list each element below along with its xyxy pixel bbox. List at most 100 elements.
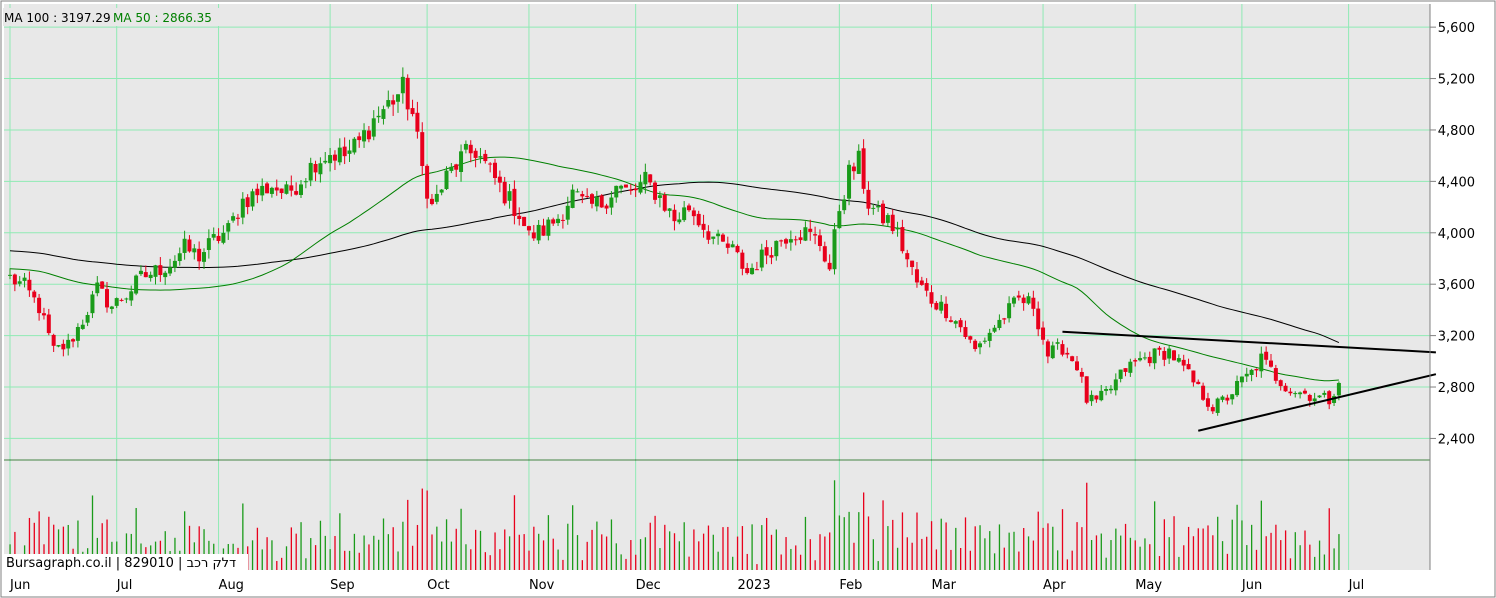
volume-bar xyxy=(1168,537,1170,570)
candle-body xyxy=(1118,369,1123,379)
candle-body xyxy=(75,326,80,341)
volume-bar xyxy=(382,518,385,570)
volume-bar xyxy=(1129,537,1132,570)
candle-body xyxy=(764,247,769,256)
volume-bar xyxy=(499,549,501,570)
volume-bar xyxy=(1120,535,1122,570)
candle-body xyxy=(381,109,386,119)
candle-body xyxy=(580,194,585,197)
candle-body xyxy=(1322,392,1327,395)
volume-bar xyxy=(630,540,632,570)
candle-body xyxy=(774,240,779,257)
volume-bar xyxy=(882,500,884,570)
volume-bar xyxy=(184,511,186,570)
candle-body xyxy=(871,207,876,209)
candle-body xyxy=(987,332,992,341)
volume-bar xyxy=(727,526,729,570)
candle-body xyxy=(158,265,163,276)
volume-bar xyxy=(596,521,598,570)
y-tick-label: 4,800 xyxy=(1438,124,1475,139)
candle-body xyxy=(1060,344,1065,355)
trendlines xyxy=(1062,330,1437,432)
volume-bar xyxy=(14,531,16,570)
volume-bar xyxy=(281,557,283,570)
candle-body xyxy=(502,181,507,204)
candle-body xyxy=(328,155,333,164)
volume-bar xyxy=(533,526,535,570)
volume-bar xyxy=(1149,544,1151,570)
volume-bar xyxy=(974,526,976,570)
volume-bar xyxy=(664,524,666,570)
candle-body xyxy=(619,185,624,189)
candle-body xyxy=(211,234,216,238)
volume-bar xyxy=(314,545,317,570)
volume-bar xyxy=(57,529,60,570)
volume-bar xyxy=(276,560,278,570)
volume-bar xyxy=(591,529,593,570)
volume-bar xyxy=(761,525,763,570)
candle-body xyxy=(61,343,66,350)
volume-bar xyxy=(1090,540,1093,570)
volume-bar xyxy=(547,515,550,570)
x-tick-label: Jul xyxy=(1348,578,1365,593)
volume-bar xyxy=(901,512,904,570)
candle-body xyxy=(1269,360,1273,367)
volume-bar xyxy=(693,529,695,570)
volume-bar xyxy=(1027,536,1030,570)
volume-bar xyxy=(1328,508,1330,570)
candle-body xyxy=(303,181,308,183)
candle-body xyxy=(1215,398,1220,413)
volume-bar xyxy=(538,533,540,570)
candle-body xyxy=(1128,361,1133,373)
volume-bar xyxy=(455,528,457,570)
candle-body xyxy=(725,243,730,248)
candle-body xyxy=(71,339,76,342)
volume-bar xyxy=(1066,559,1068,570)
candle-body xyxy=(8,274,12,276)
candle-body xyxy=(468,144,473,154)
volume-bar xyxy=(310,538,312,570)
x-tick-label: Oct xyxy=(427,578,449,593)
volume-bar xyxy=(319,520,322,570)
y-tick-label: 4,000 xyxy=(1438,227,1475,242)
volume-bar xyxy=(106,519,108,570)
ma50-line xyxy=(9,156,1339,382)
y-tick-label: 5,600 xyxy=(1438,21,1475,36)
volume-bar xyxy=(644,537,647,570)
volume-bar xyxy=(523,534,525,570)
volume-bar xyxy=(1057,550,1059,570)
volume-bar xyxy=(1047,523,1049,570)
volume-bar xyxy=(1178,556,1180,570)
candle-body xyxy=(454,164,459,170)
candle-body xyxy=(129,291,134,301)
volume-bar xyxy=(1255,549,1258,570)
candle-body xyxy=(948,320,953,322)
volume-bar xyxy=(339,513,341,570)
volume-bar xyxy=(979,525,981,570)
x-tick-label: Sep xyxy=(330,578,355,593)
candle-body xyxy=(265,183,270,194)
candle-body xyxy=(284,184,289,194)
candle-body xyxy=(531,232,536,239)
volume-bar xyxy=(334,535,336,570)
volume-bar xyxy=(659,548,661,570)
x-axis: Jun Jul Aug Sep Oct Nov Dec 2023 Feb Mar Apr May Jun… xyxy=(9,578,1364,593)
candle-body xyxy=(134,275,139,294)
volume-bar xyxy=(1221,541,1224,570)
volume-bar xyxy=(673,533,676,570)
volume-bar xyxy=(1246,545,1248,570)
volume-bar xyxy=(1217,516,1219,570)
volume-bar xyxy=(1100,533,1102,570)
volume-bar xyxy=(1052,526,1054,570)
volume-bar xyxy=(416,524,419,570)
candle-body xyxy=(1099,390,1104,401)
volume-bar xyxy=(848,511,850,570)
candle-body xyxy=(716,233,721,237)
candle-body xyxy=(1036,308,1041,330)
candle-body xyxy=(633,188,638,191)
candle-body xyxy=(978,343,982,348)
volume-bar xyxy=(450,541,453,570)
volume-bar xyxy=(620,554,622,570)
volume-bar xyxy=(790,548,792,570)
volume-bar xyxy=(397,551,399,570)
